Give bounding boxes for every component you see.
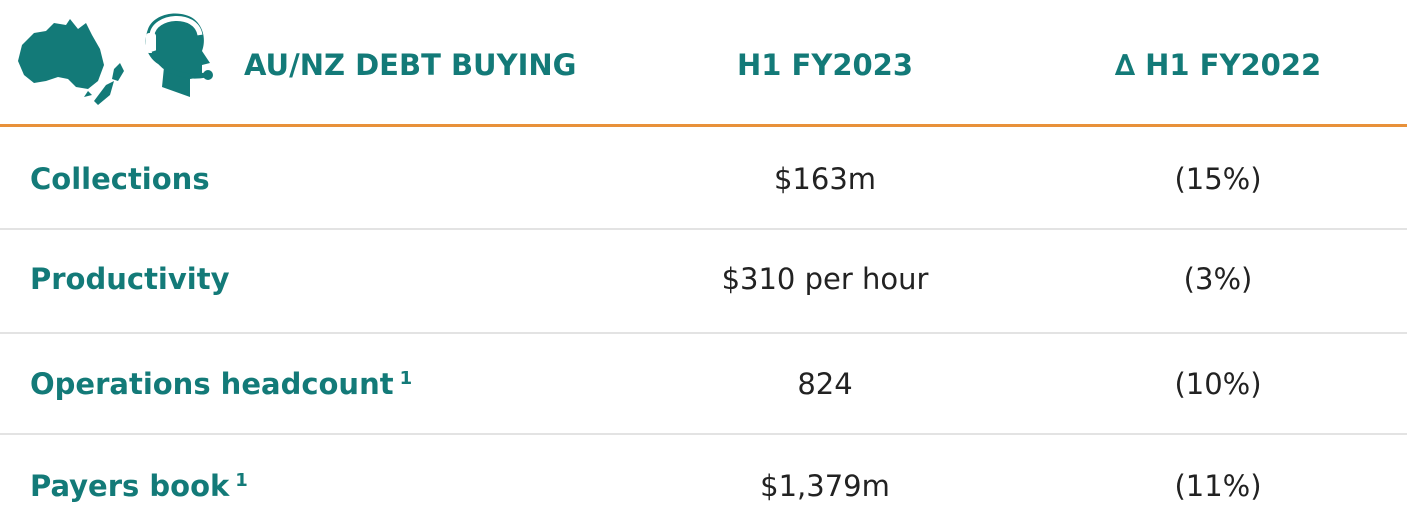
cell: $163m	[773, 162, 877, 196]
column-header: ∆ H1 FY2022	[1114, 48, 1322, 82]
cell: (3%)	[1183, 262, 1253, 296]
column-header: H1 FY2023	[736, 48, 914, 82]
cell: (15%)	[1174, 162, 1262, 196]
row-label: Productivity	[30, 262, 230, 296]
headset-band	[149, 16, 203, 36]
footnote-mark: 1	[235, 470, 248, 491]
header-title: AU/NZ DEBT BUYING	[244, 48, 577, 82]
headset-mic	[151, 50, 207, 79]
label-text: Payers book	[30, 469, 230, 503]
label-text: Collections	[30, 162, 210, 196]
australia-map	[18, 19, 104, 89]
headset-ear	[146, 33, 156, 53]
row-rule	[0, 433, 1407, 435]
header-rule	[0, 124, 1407, 127]
footnote-mark: 1	[399, 368, 413, 389]
row-label: Payers book 1	[30, 469, 248, 503]
cell: 824	[797, 367, 853, 401]
cell: $1,379m	[760, 469, 890, 503]
cell: (10%)	[1174, 367, 1262, 401]
row-label: Collections	[30, 162, 210, 196]
cell: $310 per hour	[721, 262, 929, 296]
label-text: Productivity	[30, 262, 230, 296]
mic-tip	[203, 70, 213, 80]
cell: (11%)	[1174, 469, 1262, 503]
nz-map	[94, 63, 124, 105]
tasmania	[84, 91, 92, 97]
label-text: Operations headcount	[30, 367, 394, 401]
row-label: Operations headcount 1	[30, 367, 412, 401]
row-rule	[0, 332, 1407, 334]
header-icons	[18, 13, 213, 105]
row-rule	[0, 228, 1407, 230]
